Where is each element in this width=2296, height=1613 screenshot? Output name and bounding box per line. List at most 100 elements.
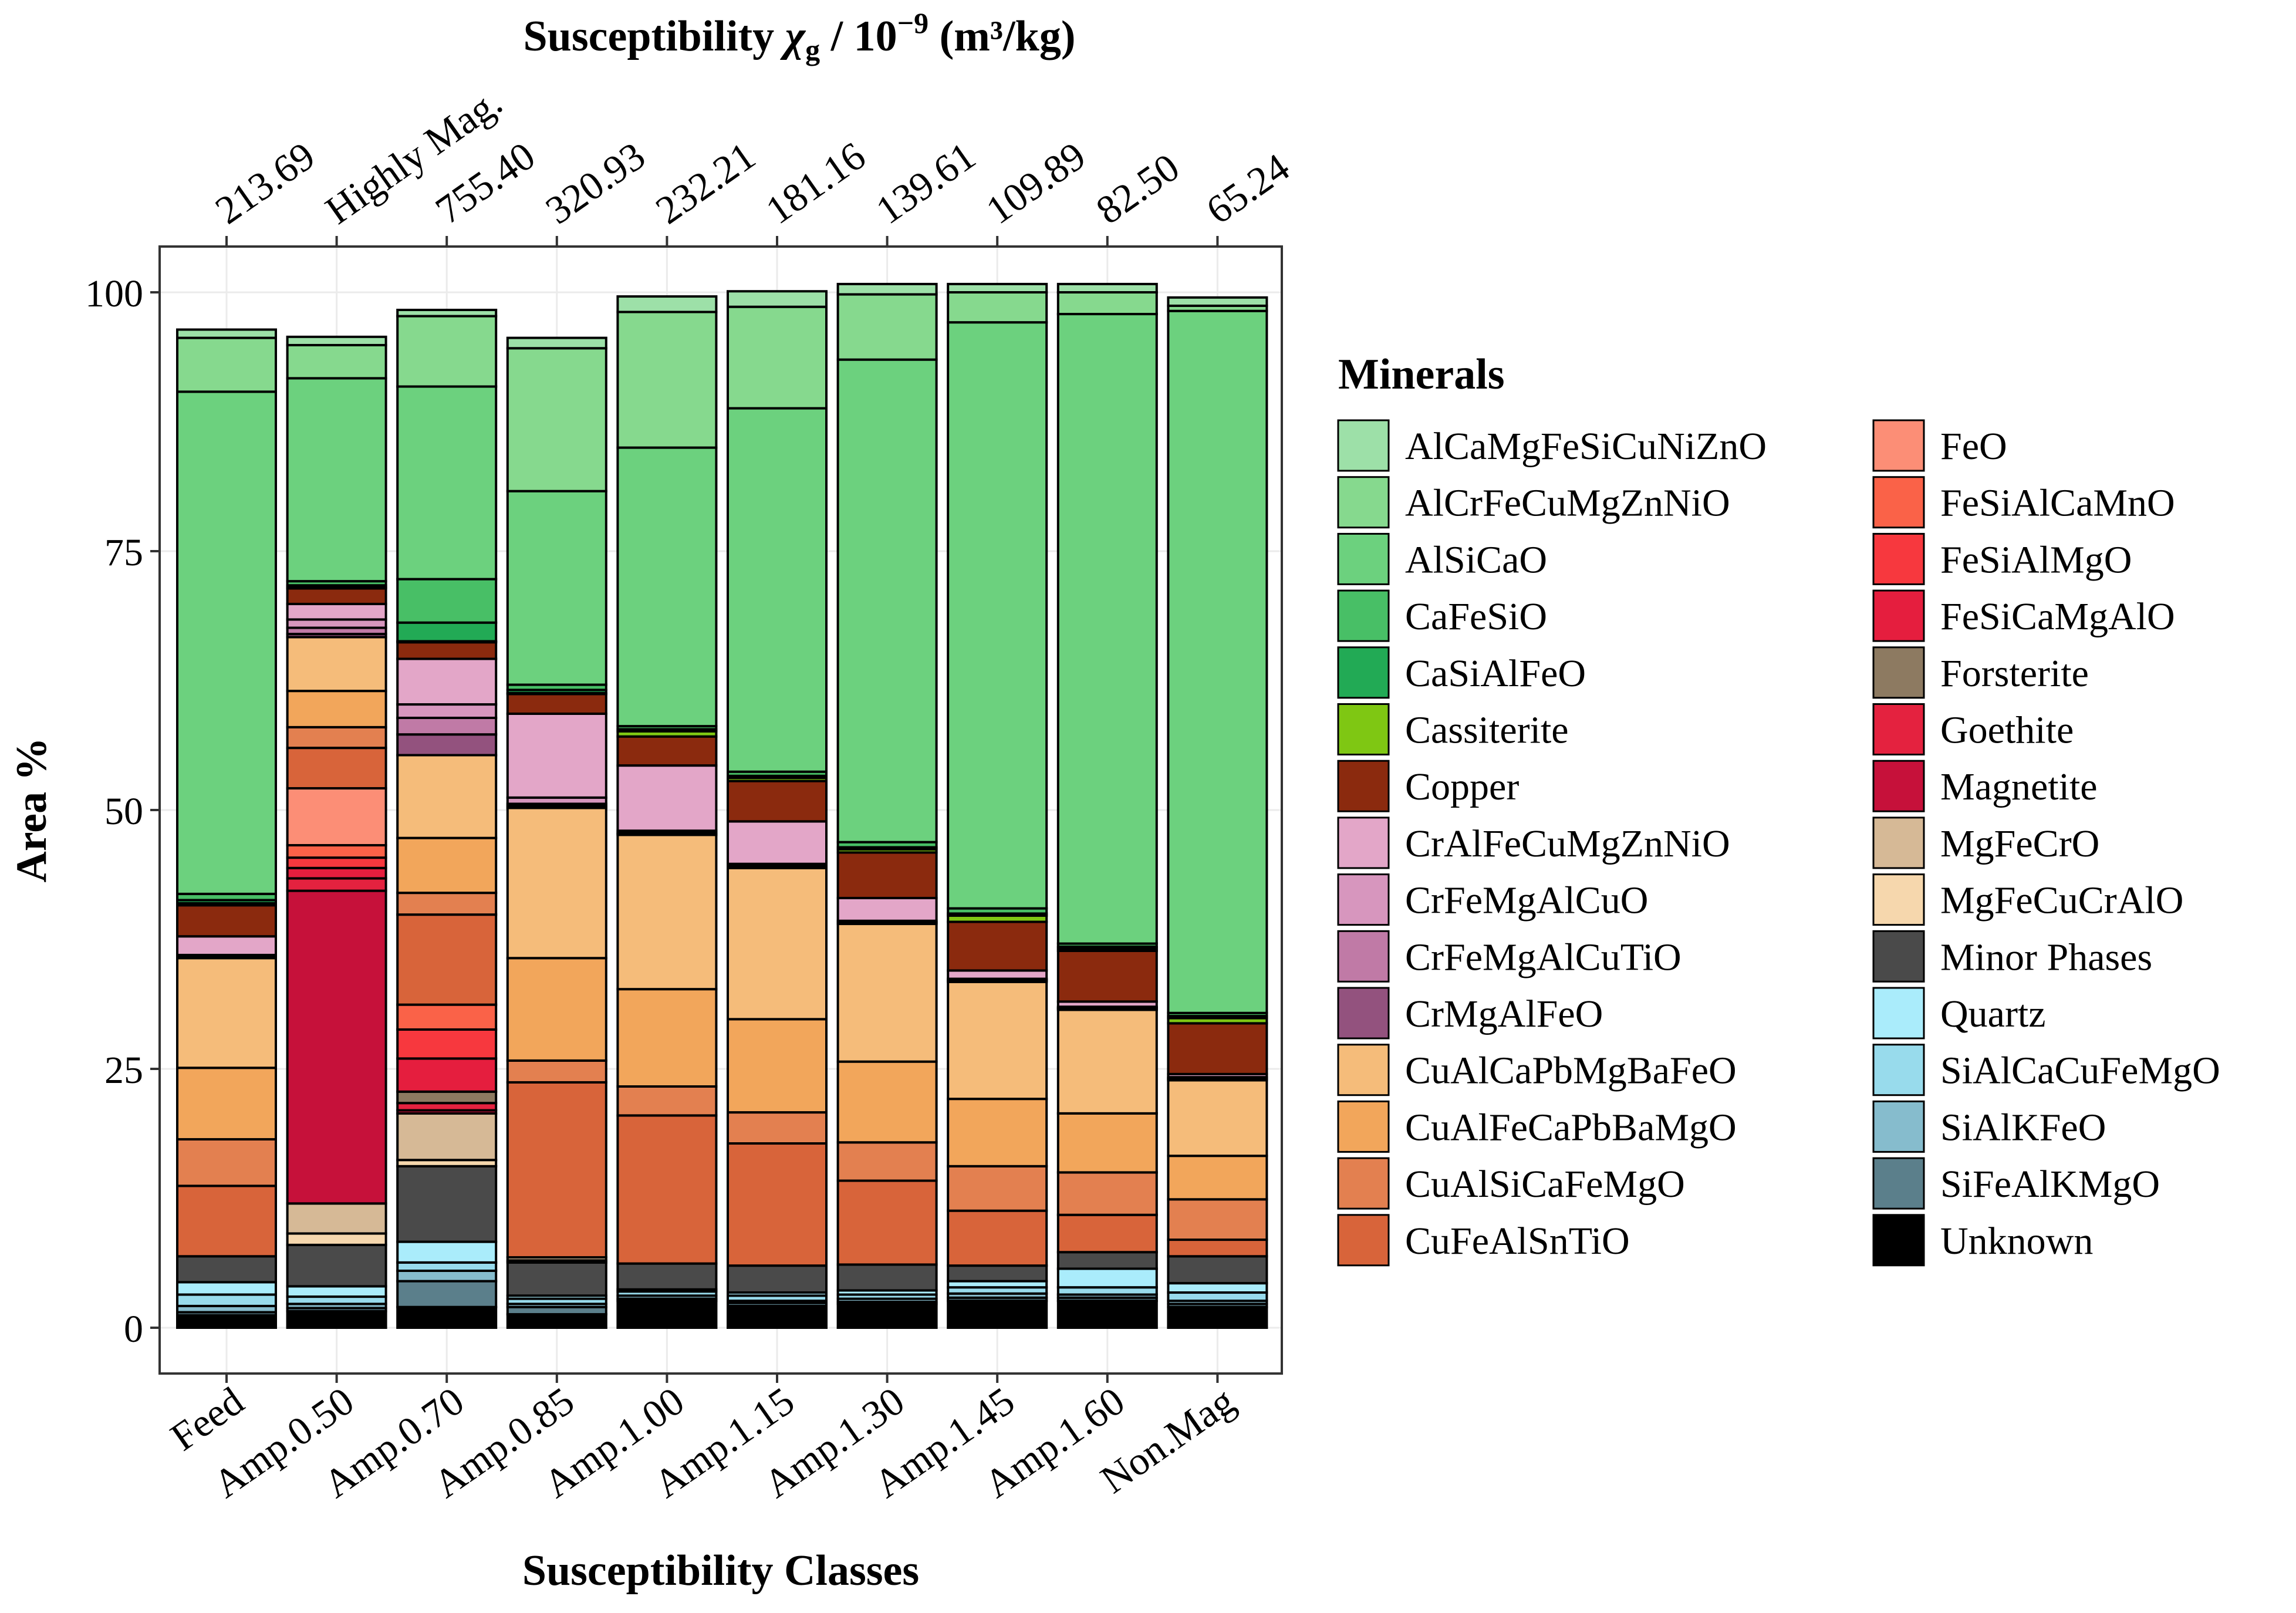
bar-segment [836, 1141, 938, 1182]
bar-segment [836, 1179, 938, 1266]
bar-segment [947, 969, 1048, 980]
legend-label: CuAlFeCaPbBaMgO [1405, 1106, 1737, 1149]
legend-key [1337, 419, 1390, 472]
bar-segment [176, 1067, 277, 1140]
bar-segment [727, 866, 828, 1021]
bar-segment [506, 712, 607, 799]
bar-segment [286, 787, 387, 846]
bar-segment [506, 347, 607, 492]
bar-segment [286, 889, 387, 1205]
bar-segment [286, 690, 387, 728]
bar-segment [396, 657, 498, 706]
bar-segment [836, 1263, 938, 1292]
bar-segment [1167, 309, 1268, 1014]
bar-segment [1056, 1171, 1158, 1216]
bar-segment [1056, 313, 1158, 945]
bar-segment [286, 877, 387, 892]
legend-key [1337, 1044, 1390, 1096]
bar-segment [616, 764, 718, 832]
bar-segment [616, 735, 718, 767]
y-tick-label: 75 [104, 531, 143, 574]
legend-label: Quartz [1940, 993, 2046, 1035]
bar-segment [1167, 296, 1268, 307]
bar-segment [396, 578, 498, 624]
legend-key [1337, 703, 1390, 755]
bar-segment [506, 1081, 607, 1259]
x-axis-title: Susceptibility Classes [522, 1547, 919, 1595]
bar-segment [506, 1313, 607, 1329]
bar-segment [286, 1202, 387, 1235]
bar-segment [396, 892, 498, 916]
legend-label: Cassiterite [1405, 709, 1569, 752]
bar-segment [1056, 1251, 1158, 1270]
bar-segment [396, 717, 498, 736]
bar-segment [1056, 291, 1158, 316]
bar-segment [286, 587, 387, 605]
bar-segment [727, 820, 828, 865]
bar-segment [616, 1300, 718, 1329]
bar-segment [286, 843, 387, 859]
bar-segment [947, 282, 1048, 293]
bar-segment [176, 336, 277, 393]
legend-key [1337, 1214, 1390, 1267]
top-axis-title: Susceptibility χg / 10−9 (m³/kg) [524, 6, 1076, 66]
y-axis: 0 25 50 75 100 [85, 272, 160, 1351]
legend-label: CrFeMgAlCuO [1405, 879, 1648, 922]
bar-segment [727, 1304, 828, 1329]
bar-segment [396, 913, 498, 1006]
bar-segment [396, 621, 498, 643]
bar-segment [1056, 1267, 1158, 1289]
legend-label: Minor Phases [1940, 936, 2152, 978]
bar-segment [1167, 1282, 1268, 1294]
bar-segment [1056, 282, 1158, 294]
bar-segment [396, 1269, 498, 1283]
bar-segment [396, 1028, 498, 1060]
bar-segment [176, 1314, 277, 1329]
legend-label: MgFeCuCrAlO [1940, 879, 2183, 922]
legend-key [1337, 816, 1390, 869]
y-tick-label: 50 [104, 790, 143, 833]
bar-segment [1167, 1291, 1268, 1302]
legend-title: Minerals [1338, 350, 1505, 399]
bar-segment [836, 896, 938, 922]
legend-key [1872, 532, 1925, 585]
bar-segment [836, 851, 938, 899]
legend-key [1872, 760, 1925, 812]
bar-segment [1167, 1255, 1268, 1285]
bar-segment [506, 336, 607, 350]
legend-key [1337, 589, 1390, 642]
legend-label: CrAlFeCuMgZnNiO [1405, 822, 1730, 865]
bar-segment [1056, 1112, 1158, 1174]
bar-segment [1056, 1008, 1158, 1115]
bar-segment [506, 490, 607, 686]
legend-key [1872, 1100, 1925, 1153]
legend-key [1337, 646, 1390, 699]
bar-segment [947, 1209, 1048, 1267]
bar-segment [727, 1264, 828, 1294]
legend-label: MgFeCrO [1940, 822, 2099, 865]
bar-segment [286, 1243, 387, 1288]
legend-key [1337, 930, 1390, 983]
bar-segment [727, 1018, 828, 1114]
bar-segment [176, 904, 277, 938]
bar-segment [176, 957, 277, 1069]
legend-label: CuFeAlSnTiO [1405, 1220, 1630, 1263]
bar-segment [947, 920, 1048, 972]
legend-label: CaFeSiO [1405, 595, 1547, 638]
bar-segment [176, 328, 277, 339]
bar-segment [286, 343, 387, 380]
legend-label: Copper [1405, 765, 1519, 808]
bar-segment [836, 282, 938, 296]
bar-segment [286, 636, 387, 693]
bar-segment [1167, 1305, 1268, 1329]
bar-segment [396, 1261, 498, 1272]
bar-segment [947, 291, 1048, 324]
bar-segment [947, 1264, 1048, 1283]
bar-segment [396, 1003, 498, 1031]
bar-segment [1167, 1239, 1268, 1258]
bar-segment [396, 703, 498, 720]
legend-label: CuAlCaPbMgBaFeO [1405, 1050, 1737, 1092]
legend-key [1337, 476, 1390, 529]
bar-segment [176, 935, 277, 956]
bar-segment [947, 321, 1048, 910]
